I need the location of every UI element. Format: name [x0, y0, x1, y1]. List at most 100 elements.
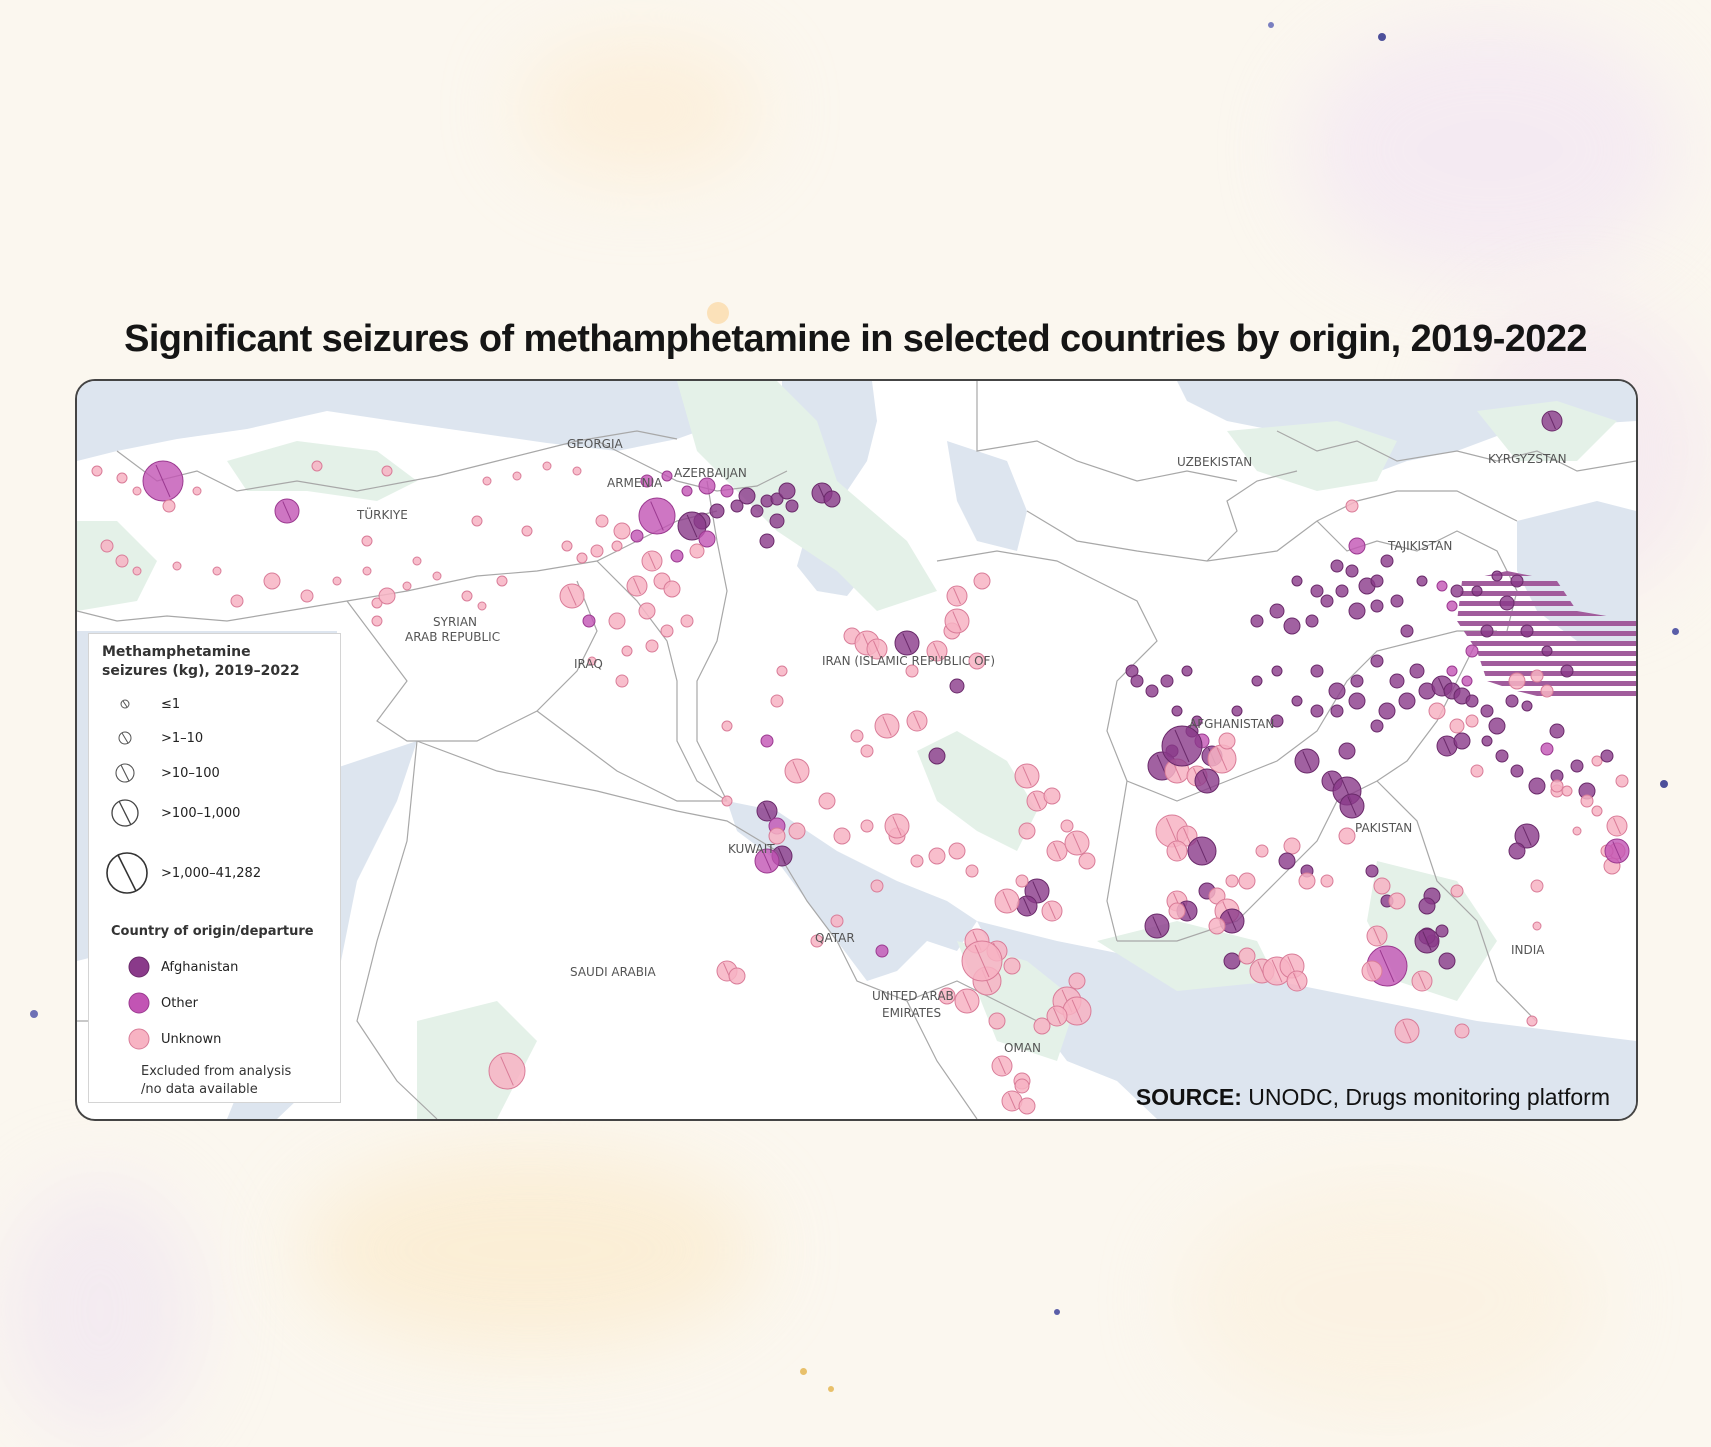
seizure-size-stroke [1522, 826, 1532, 846]
seizure-unknown [1561, 785, 1573, 797]
seizure-unknown [1238, 872, 1256, 890]
label-georgia: GEORGIA [567, 437, 624, 451]
paint-speck [1378, 33, 1386, 41]
seizure-afghanistan [1130, 674, 1144, 688]
seizure-size-stroke [686, 514, 698, 538]
seizure-size-stroke [1023, 897, 1031, 915]
seizure-afghanistan [1250, 614, 1264, 628]
seizure-size-stroke [902, 633, 912, 653]
seizure-afghanistan [1370, 599, 1384, 613]
map-legend: Methamphetamine seizures (kg), 2019–2022… [88, 633, 341, 1103]
seizure-afghanistan [1335, 584, 1349, 598]
seizure-unknown [615, 674, 629, 688]
seizure-size-stroke [648, 552, 656, 570]
swatch-afghanistan [128, 956, 150, 978]
seizure-afghanistan [1499, 595, 1515, 611]
paint-speck [800, 1368, 807, 1375]
seizure-size-stroke [1379, 949, 1395, 983]
seizure-size-stroke [778, 847, 786, 865]
seizure-afghanistan [1505, 694, 1519, 708]
seizure-unknown [638, 602, 656, 620]
seizure-afghanistan [1310, 584, 1324, 598]
gulf-of-oman [977, 921, 1636, 1119]
legend-title-line2: seizures (kg), 2019–2022 [102, 663, 300, 679]
seizure-unknown [461, 590, 473, 602]
seizure-size-stroke [1418, 972, 1426, 990]
background-wash [520, 40, 760, 180]
seizure-afghanistan [1418, 897, 1436, 915]
seizure-unknown [1033, 1017, 1051, 1035]
seizure-afghanistan [1320, 594, 1334, 608]
seizure-afghanistan [1435, 924, 1449, 938]
seizure-afghanistan [1409, 663, 1425, 679]
seizure-unknown [1003, 957, 1021, 975]
seizure-other [1540, 742, 1554, 756]
seizure-points [91, 410, 1630, 1115]
paint-speck [1054, 1309, 1060, 1315]
seizure-unknown [948, 842, 966, 860]
seizure-afghanistan [1370, 574, 1384, 588]
seizure-other [875, 944, 889, 958]
seizure-afghanistan [1310, 664, 1324, 678]
seizure-unknown [1428, 702, 1446, 720]
seizure-size-stroke [1022, 766, 1032, 786]
seizure-unknown [910, 854, 924, 868]
seizure-unknown [1218, 732, 1236, 750]
legend-origin-row: Afghanistan [89, 952, 339, 992]
seizure-size-stroke [1422, 931, 1432, 951]
seizure-afghanistan [1380, 554, 1394, 568]
paint-speck [828, 1386, 834, 1392]
seizure-size-stroke [1368, 962, 1376, 980]
seizure-unknown [361, 535, 373, 547]
seizure-afghanistan [1370, 654, 1384, 668]
background-wash [1180, 1180, 1600, 1420]
seizure-size-stroke [762, 851, 772, 871]
seizure-unknown [482, 476, 492, 486]
seizure-unknown [561, 540, 573, 552]
paint-speck [1268, 22, 1274, 28]
seizure-afghanistan [1378, 702, 1396, 720]
seizure-afghanistan [1488, 717, 1506, 735]
seizure-afghanistan [1271, 665, 1283, 677]
size-label: ≤1 [161, 697, 181, 712]
label-saudi: SAUDI ARABIA [570, 965, 656, 979]
seizure-size-stroke [1183, 827, 1191, 845]
seizure-unknown [1238, 947, 1256, 965]
seizure-unknown [1550, 779, 1564, 793]
seizure-unknown [1043, 787, 1061, 805]
north-water [1177, 381, 1636, 476]
seizure-afghanistan [1251, 675, 1263, 687]
seizure-afghanistan [1291, 695, 1303, 707]
seizure-unknown [776, 665, 788, 677]
seizure-afghanistan [1145, 684, 1159, 698]
seizure-afghanistan [1510, 764, 1524, 778]
seizure-afghanistan [1223, 952, 1241, 970]
seizure-size-stroke [633, 577, 641, 595]
seizure-other [698, 477, 716, 495]
seizure-afghanistan [1348, 692, 1366, 710]
excluded-line2: /no data available [141, 1082, 258, 1097]
seizure-afghanistan [928, 747, 946, 765]
seizure-size-stroke [933, 642, 941, 660]
label-azerbaijan: AZERBAIJAN [674, 466, 747, 480]
seizure-unknown [590, 544, 604, 558]
seizure-unknown [721, 720, 733, 732]
seizure-afghanistan [1181, 665, 1193, 677]
seizure-unknown [595, 514, 609, 528]
seizure-afghanistan [1600, 749, 1614, 763]
seizure-unknown [938, 987, 956, 1005]
seizure-unknown [1532, 921, 1542, 931]
seizure-unknown [965, 864, 979, 878]
seizure-afghanistan [1480, 704, 1494, 718]
seizure-afghanistan [1283, 617, 1301, 635]
green-region [77, 521, 157, 611]
seizure-afghanistan [1330, 559, 1344, 573]
seizure-unknown [968, 652, 986, 670]
seizure-afghanistan [1549, 723, 1565, 739]
seizure-unknown [300, 589, 314, 603]
seizure-unknown [1298, 872, 1316, 890]
seizure-size-stroke [1548, 412, 1556, 430]
seizure-unknown [1572, 826, 1582, 836]
seizure-unknown [1283, 837, 1301, 855]
background-wash [300, 1150, 760, 1350]
